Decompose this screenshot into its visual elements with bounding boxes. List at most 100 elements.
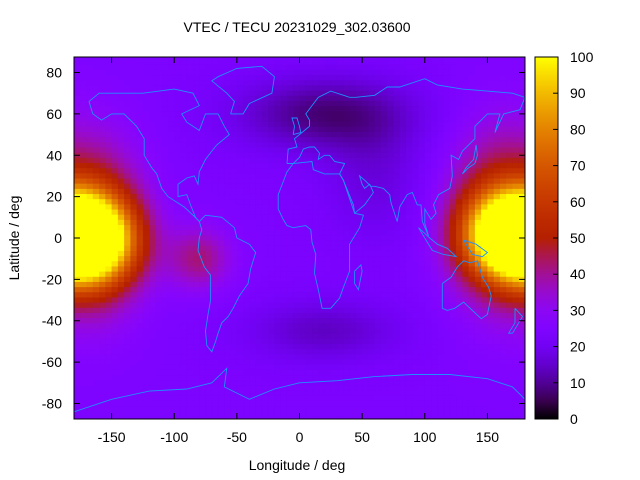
heatmap-cell [199, 364, 207, 371]
heatmap-cell [117, 106, 125, 112]
heatmap-cell [155, 90, 163, 97]
heatmap-cell [286, 147, 294, 154]
heatmap-cell [211, 364, 219, 371]
heatmap-cell [80, 344, 88, 350]
heatmap-cell [161, 333, 169, 340]
heatmap-cell [355, 209, 363, 216]
heatmap-cell [481, 64, 489, 71]
heatmap-cell [236, 276, 244, 283]
heatmap-cell [456, 90, 463, 97]
heatmap-cell [136, 323, 144, 330]
heatmap-cell [506, 385, 514, 392]
heatmap-cell [424, 69, 432, 76]
heatmap-cell [399, 318, 407, 324]
heatmap-cell [255, 364, 263, 371]
heatmap-cell [105, 157, 113, 164]
heatmap-cell [449, 359, 457, 366]
heatmap-cell [487, 126, 495, 133]
heatmap-cell [299, 75, 307, 81]
heatmap-cell [493, 137, 501, 143]
heatmap-cell [293, 375, 301, 381]
heatmap-cell [355, 188, 363, 195]
heatmap-cell [155, 214, 163, 221]
heatmap-cell [380, 385, 388, 392]
heatmap-cell [205, 261, 213, 268]
heatmap-cell [512, 245, 520, 252]
heatmap-cell [180, 302, 188, 309]
heatmap-cell [405, 281, 413, 288]
heatmap-cell [142, 209, 150, 216]
heatmap-cell [167, 292, 175, 299]
heatmap-cell [293, 318, 301, 324]
heatmap-cell [487, 276, 495, 283]
heatmap-cell [155, 354, 163, 361]
heatmap-cell [130, 312, 138, 319]
heatmap-cell [349, 64, 357, 71]
heatmap-cell [99, 126, 106, 133]
heatmap-cell [111, 168, 119, 174]
heatmap-cell [261, 126, 269, 133]
heatmap-cell [443, 95, 451, 102]
heatmap-cell [117, 219, 125, 226]
heatmap-cell [405, 395, 413, 402]
heatmap-cell [218, 395, 225, 402]
heatmap-cell [261, 318, 269, 324]
heatmap-cell [236, 240, 244, 247]
heatmap-cell [462, 57, 470, 61]
heatmap-cell [355, 369, 363, 376]
heatmap-cell [518, 90, 525, 97]
heatmap-cell [493, 173, 501, 180]
heatmap-cell [424, 106, 432, 112]
heatmap-cell [167, 209, 175, 216]
heatmap-cell [92, 369, 100, 376]
heatmap-cell [437, 106, 445, 112]
heatmap-cell [299, 173, 307, 180]
heatmap-cell [92, 137, 100, 143]
heatmap-cell [274, 354, 282, 361]
heatmap-cell [286, 137, 294, 143]
heatmap-cell [105, 406, 113, 412]
heatmap-cell [180, 106, 188, 112]
heatmap-cell [374, 183, 382, 190]
heatmap-cell [193, 323, 200, 330]
heatmap-cell [130, 85, 138, 92]
heatmap-cell [105, 214, 113, 221]
heatmap-cell [424, 163, 432, 169]
heatmap-cell [136, 80, 144, 87]
heatmap-cell [261, 194, 269, 200]
heatmap-cell [431, 256, 438, 262]
heatmap-cell [211, 333, 219, 340]
heatmap-cell [393, 121, 401, 128]
heatmap-cell [493, 395, 501, 402]
heatmap-cell [161, 323, 169, 330]
heatmap-cell [111, 240, 119, 247]
heatmap-cell [412, 297, 420, 304]
heatmap-cell [293, 312, 301, 319]
heatmap-cell [499, 178, 507, 185]
heatmap-cell [362, 256, 369, 262]
heatmap-cell [343, 219, 351, 226]
heatmap-cell [337, 271, 344, 278]
heatmap-cell [74, 106, 81, 112]
heatmap-cell [136, 369, 144, 376]
heatmap-cell [431, 230, 438, 237]
heatmap-cell [487, 287, 495, 293]
heatmap-cell [343, 142, 351, 149]
heatmap-cell [330, 188, 338, 195]
heatmap-cell [462, 400, 470, 407]
heatmap-cell [443, 194, 451, 200]
heatmap-cell [318, 271, 326, 278]
heatmap-cell [268, 302, 276, 309]
heatmap-cell [155, 245, 163, 252]
heatmap-cell [343, 302, 351, 309]
heatmap-cell [224, 261, 232, 268]
heatmap-cell [324, 287, 332, 293]
heatmap-cell [149, 230, 157, 237]
heatmap-cell [474, 245, 482, 252]
heatmap-cell [236, 302, 244, 309]
heatmap-cell [80, 400, 88, 407]
heatmap-cell [368, 59, 376, 66]
heatmap-cell [305, 354, 313, 361]
heatmap-cell [387, 297, 395, 304]
heatmap-cell [487, 183, 495, 190]
